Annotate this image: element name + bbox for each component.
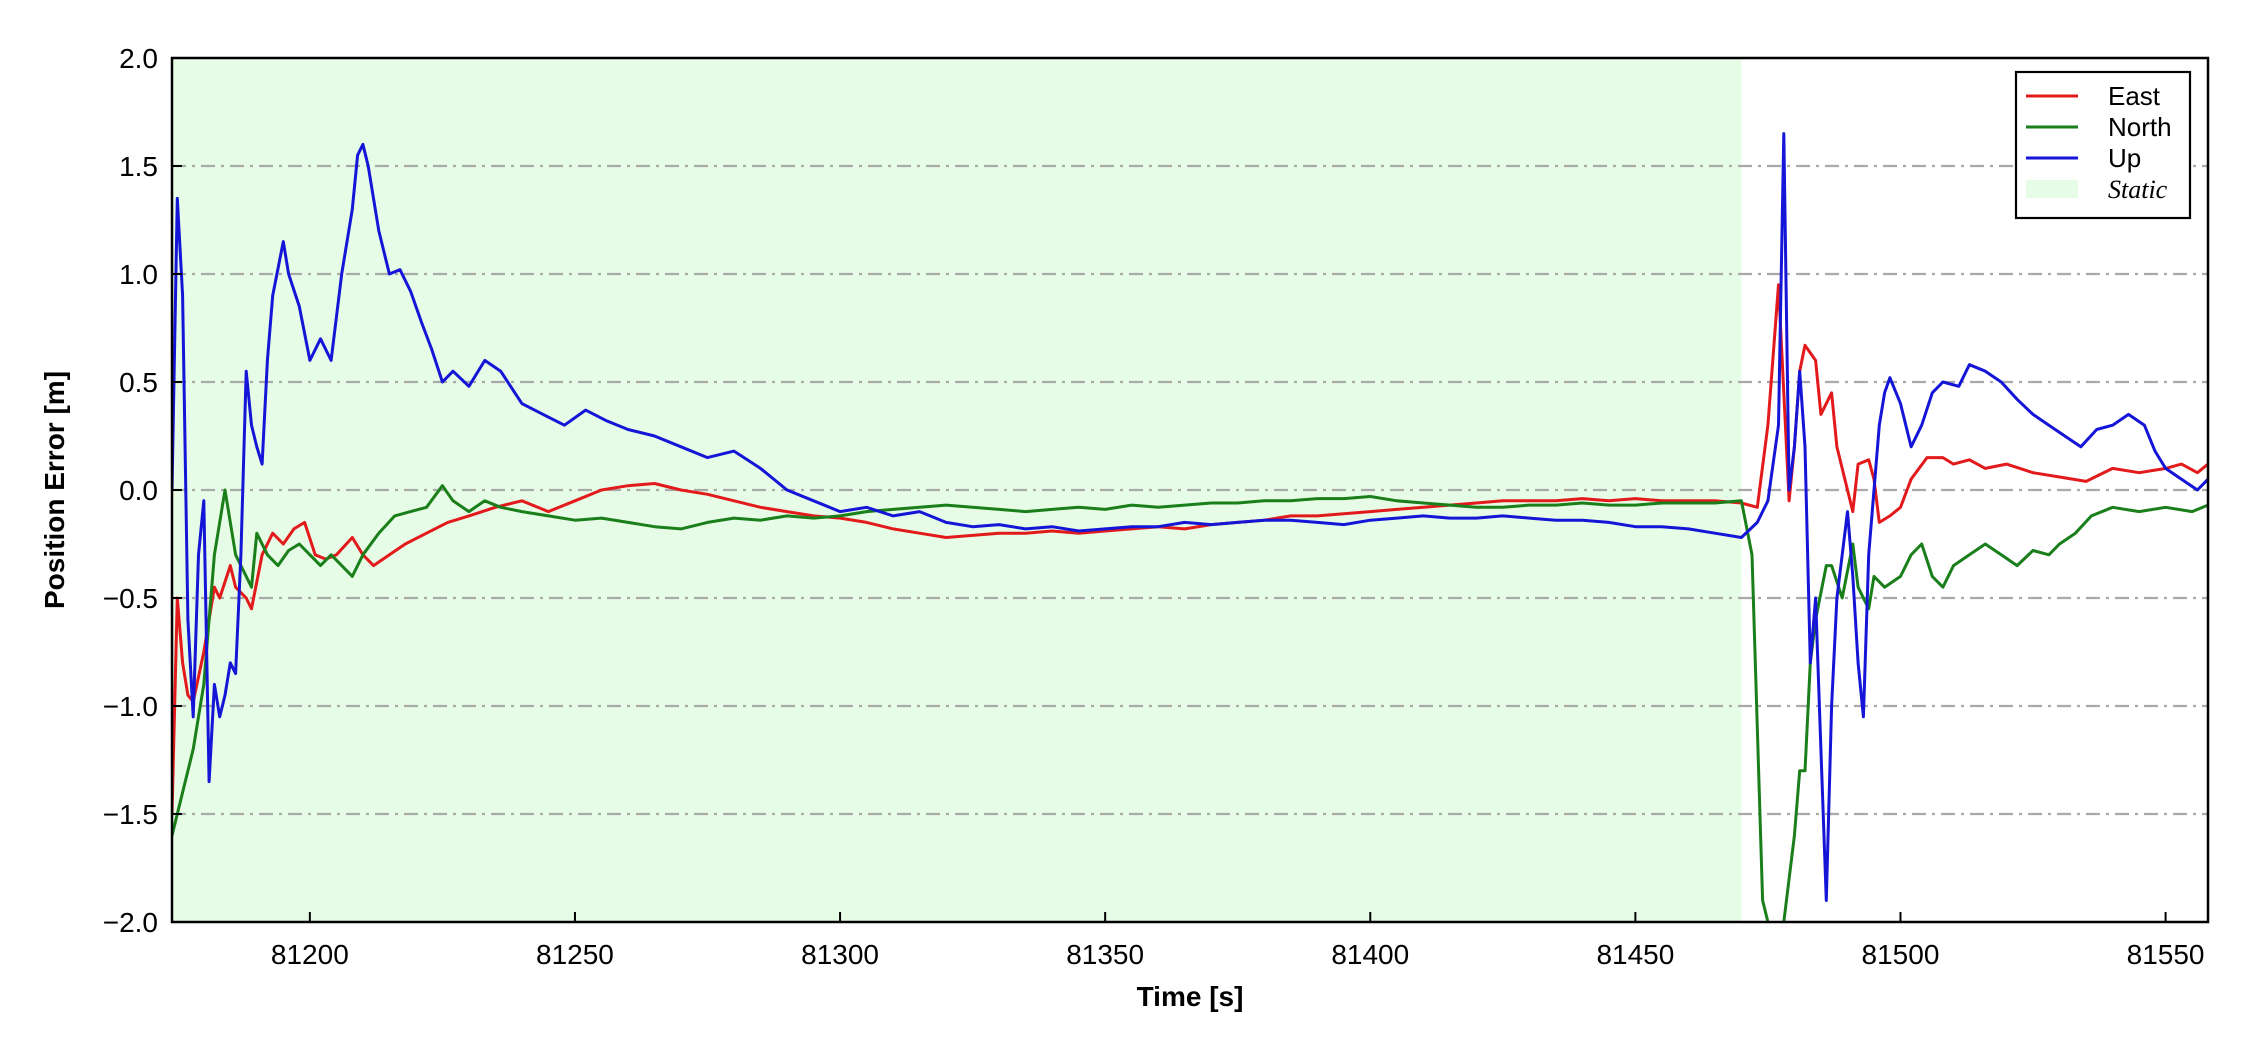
- y-tick-label-6: 1.0: [119, 259, 158, 290]
- legend-swatch-static: [2026, 180, 2078, 198]
- y-tick-label-3: −0.5: [103, 583, 158, 614]
- legend-label-static: Static: [2108, 175, 2168, 204]
- series-layer: [172, 132, 2208, 922]
- y-tick-label-0: −2.0: [103, 907, 158, 938]
- legend-label-north: North: [2108, 112, 2172, 142]
- legend-label-east: East: [2108, 81, 2161, 111]
- legend-label-up: Up: [2108, 143, 2141, 173]
- x-tick-label-1: 81250: [536, 939, 614, 970]
- y-tick-label-5: 0.5: [119, 367, 158, 398]
- series-line-north: [172, 484, 2208, 922]
- y-tick-label-7: 1.5: [119, 151, 158, 182]
- x-tick-label-4: 81400: [1331, 939, 1409, 970]
- grid-layer: [172, 164, 2208, 816]
- y-tick-label-4: 0.0: [119, 475, 158, 506]
- x-tick-label-2: 81300: [801, 939, 879, 970]
- x-tick-label-5: 81450: [1596, 939, 1674, 970]
- y-axis-title: Position Error [m]: [39, 371, 70, 609]
- x-tick-label-0: 81200: [271, 939, 349, 970]
- x-tick-label-7: 81550: [2127, 939, 2205, 970]
- x-axis-title: Time [s]: [1137, 981, 1244, 1012]
- y-tick-label-1: −1.5: [103, 799, 158, 830]
- x-tick-label-6: 81500: [1862, 939, 1940, 970]
- series-line-up: [172, 132, 2208, 902]
- y-tick-label-2: −1.0: [103, 691, 158, 722]
- axes-layer: 81200 81250 81300 81350 81400 81450 81500 81550…: [103, 43, 2210, 970]
- x-tick-label-3: 81350: [1066, 939, 1144, 970]
- y-tick-label-8: 2.0: [119, 43, 158, 74]
